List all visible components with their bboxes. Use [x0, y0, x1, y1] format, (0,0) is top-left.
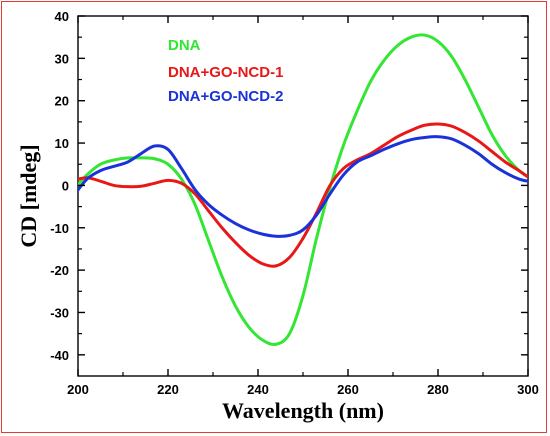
- legend-label-1: DNA: [168, 37, 201, 54]
- x-axis-title: Wavelength (nm): [222, 398, 384, 423]
- legend-label-2: DNA+GO-NCD-1: [168, 64, 283, 81]
- y-tick-label: -30: [50, 305, 69, 320]
- x-tick-label: 260: [337, 382, 359, 397]
- y-tick-label: 20: [55, 94, 69, 109]
- y-tick-label: 10: [55, 136, 69, 151]
- series-line-1: [78, 33, 528, 346]
- x-tick-label: 200: [67, 382, 89, 397]
- x-tick-label: 280: [427, 382, 449, 397]
- y-tick-label: 30: [55, 51, 69, 66]
- legend: DNA DNA+GO-NCD-1 DNA+GO-NCD-2: [168, 37, 283, 105]
- x-tick-label: 220: [157, 382, 179, 397]
- series-line-3: [78, 135, 528, 238]
- ticks-layer: 200 220 240 260 280 300 -40 -30 -20 -10 0 10 20 30 40: [50, 9, 539, 397]
- series-layer: [78, 33, 528, 346]
- y-tick-label: -20: [50, 263, 69, 278]
- y-tick-label: 40: [55, 9, 69, 24]
- y-axis-title: CD [mdeg]: [16, 144, 41, 247]
- series-line-2: [78, 122, 528, 268]
- x-tick-label: 240: [247, 382, 269, 397]
- legend-label-3: DNA+GO-NCD-2: [168, 88, 283, 105]
- x-tick-label: 300: [517, 382, 539, 397]
- y-tick-label: -40: [50, 348, 69, 363]
- y-tick-label: 0: [62, 178, 69, 193]
- y-tick-label: -10: [50, 221, 69, 236]
